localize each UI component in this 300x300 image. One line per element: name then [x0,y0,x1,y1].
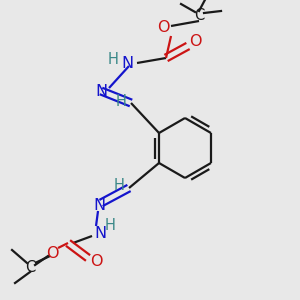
Text: H: H [116,94,127,109]
Text: O: O [46,245,58,260]
Text: N: N [94,226,106,241]
Text: O: O [189,34,201,50]
Text: H: H [105,218,116,233]
Text: H: H [114,178,124,194]
Text: O: O [90,254,102,269]
Text: O: O [157,20,169,35]
Text: N: N [121,56,133,70]
Text: N: N [93,197,105,212]
Text: C: C [194,8,204,23]
Text: C: C [25,260,35,275]
Text: N: N [95,83,107,98]
Text: H: H [108,52,118,68]
